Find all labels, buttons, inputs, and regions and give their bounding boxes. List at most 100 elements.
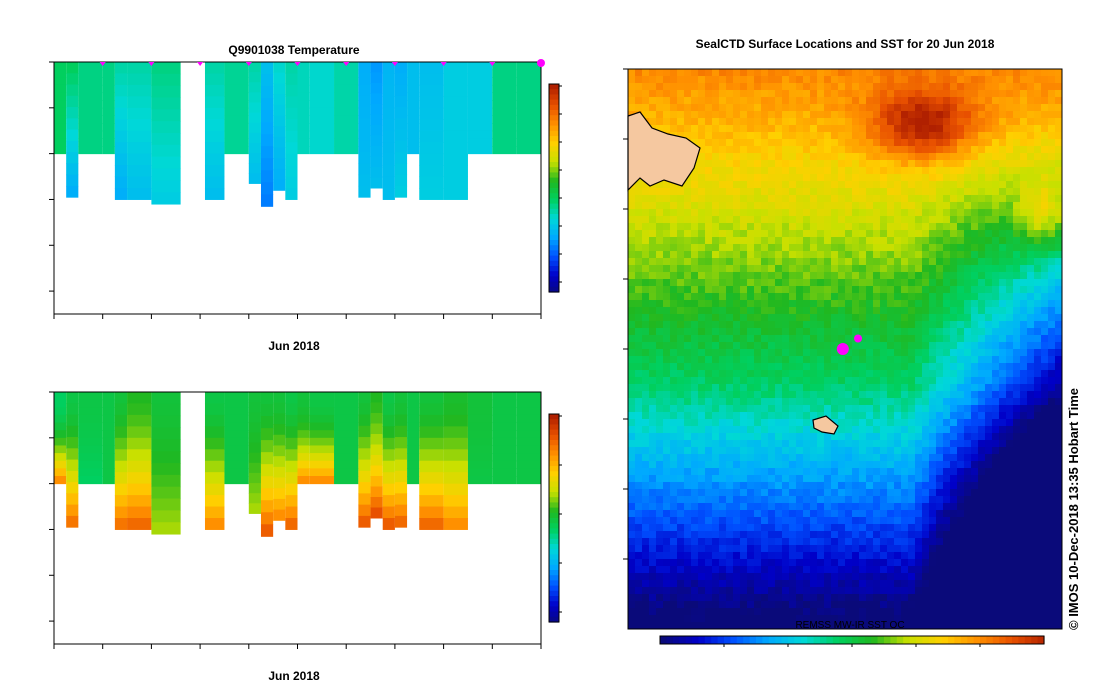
sst-cell [880,188,888,196]
sst-cell [670,195,678,203]
sst-cell [831,321,839,329]
sst-cell [663,496,671,504]
sst-cell [1055,237,1063,245]
sst-cell [908,454,916,462]
sst-cell [628,405,636,413]
sst-cell [852,531,860,539]
sst-cell [1027,510,1035,518]
sst-cell [866,293,874,301]
sst-cell [705,510,713,518]
sst-cell [1006,167,1014,175]
sst-cell [712,258,720,266]
sst-cell [1013,335,1021,343]
profile-cell [419,506,444,519]
sst-cell [726,181,734,189]
sst-cell [642,328,650,336]
sst-cell [1020,510,1028,518]
sst-cell [824,363,832,371]
sst-cell [677,83,685,91]
sst-cell [852,202,860,210]
sst-cell [971,496,979,504]
profile-cell [260,158,274,171]
sst-cell [649,524,657,532]
profile-cell [66,470,79,483]
sst-cell [726,419,734,427]
profile-cell [78,430,103,439]
sst-cell [1006,97,1014,105]
sst-cell [992,426,1000,434]
profile-cell [260,392,274,405]
sst-cell [908,76,916,84]
sst-cell [635,307,643,315]
sst-cell [1034,370,1042,378]
sst-cell [747,160,755,168]
profile-cell [285,506,298,519]
sst-cell [810,251,818,259]
sst-cell [866,76,874,84]
sst-cell [705,531,713,539]
profile-marker [343,62,350,66]
sst-cell [999,468,1007,476]
sst-cell [698,209,706,217]
sst-cell [670,419,678,427]
profile-cell [358,482,371,494]
sst-cell [1034,104,1042,112]
sst-cell [1048,370,1056,378]
sst-cell [698,370,706,378]
sst-cell [719,510,727,518]
sst-cell [845,258,853,266]
sst-cell [719,426,727,434]
sst-cell [971,356,979,364]
sst-cell [971,370,979,378]
sst-cell [789,181,797,189]
sst-cell [985,118,993,126]
sst-cell [873,69,881,77]
profile-cell [297,460,310,469]
sst-cell [992,377,1000,385]
sst-cell [733,223,741,231]
sst-cell [838,454,846,462]
sst-cell [943,328,951,336]
sst-cell [684,188,692,196]
sst-cell [1041,188,1049,196]
sst-cell [803,496,811,504]
sst-cell [670,531,678,539]
profile-cell [358,504,371,517]
sst-cell [929,97,937,105]
profile-cell [297,62,310,71]
sst-cell [670,251,678,259]
sst-cell [768,412,776,420]
sst-cell [852,258,860,266]
sst-cell [796,90,804,98]
sst-cell [971,503,979,511]
sst-cell [838,482,846,490]
sst-cell [873,461,881,469]
sst-cell [1048,265,1056,273]
sst-cell [747,111,755,119]
profile-marker [440,62,447,66]
sst-cell [670,300,678,308]
sst-cell [971,146,979,154]
sst-cell [698,83,706,91]
profile-cell [516,453,541,462]
sst-cell [754,503,762,511]
sst-cell [740,272,748,280]
sst-cell [992,181,1000,189]
profile-cell [443,165,468,178]
sst-cell [894,237,902,245]
sst-cell [1041,384,1049,392]
sst-cell [859,293,867,301]
sst-cell [852,132,860,140]
sst-cell [628,272,636,280]
sst-cell [712,111,720,119]
sst-cell [901,517,909,525]
sst-cell [670,258,678,266]
sst-cell [810,286,818,294]
sst-cell [796,76,804,84]
sst-cell [880,104,888,112]
sst-cell [656,272,664,280]
sst-cell [635,244,643,252]
sst-cell [950,454,958,462]
sst-cell [992,370,1000,378]
sst-cell [740,216,748,224]
